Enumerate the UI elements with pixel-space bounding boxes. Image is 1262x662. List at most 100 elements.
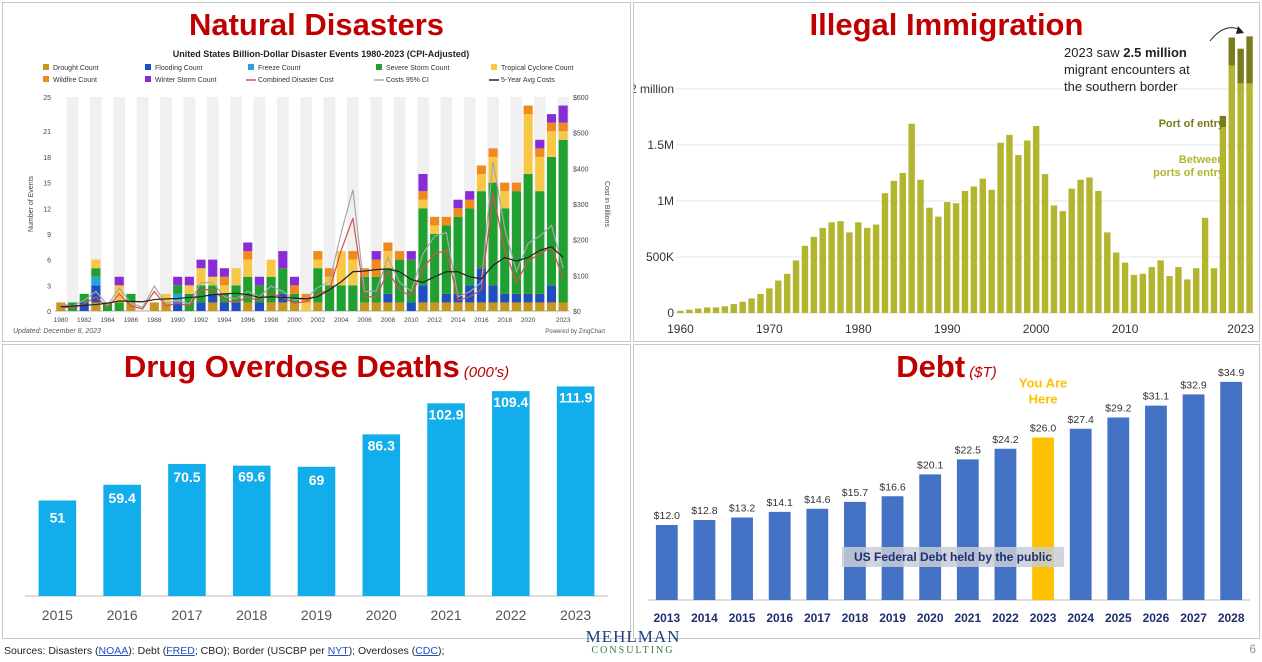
bar-segment-tropical-cyclone-count bbox=[243, 259, 253, 277]
bar-between-ports bbox=[677, 310, 684, 313]
nyt-link[interactable]: NYT bbox=[327, 645, 349, 657]
bar-segment-wildfire-count bbox=[558, 122, 568, 132]
debt-value-label: $24.2 bbox=[992, 434, 1018, 446]
debt-value-label: $26.0 bbox=[1030, 423, 1056, 435]
bar-between-ports bbox=[944, 202, 951, 313]
you-are-here-line2: Here bbox=[1029, 392, 1058, 407]
x-tick: 2016 bbox=[107, 607, 138, 623]
overdose-bar bbox=[297, 466, 336, 596]
bar-between-ports bbox=[695, 308, 702, 313]
x-tick: 1982 bbox=[77, 317, 92, 324]
bar-between-ports bbox=[757, 293, 764, 313]
bar-segment-tropical-cyclone-count bbox=[184, 285, 194, 294]
x-tick: 2010 bbox=[404, 317, 419, 324]
bar-segment-flooding-count bbox=[535, 293, 545, 303]
bar-segment-winter-storm-count bbox=[289, 276, 300, 286]
debt-bar bbox=[693, 520, 716, 600]
y-tick: 18 bbox=[43, 155, 51, 162]
debt-value-label: $16.6 bbox=[879, 481, 905, 493]
bar-between-ports bbox=[872, 224, 880, 313]
grid-stripe bbox=[300, 97, 312, 311]
bar-between-ports bbox=[863, 227, 871, 313]
bar-between-ports bbox=[810, 236, 818, 313]
bar-segment-wildfire-count bbox=[500, 182, 510, 192]
y2-tick: $300 bbox=[573, 202, 589, 209]
bar-segment-drought-count bbox=[243, 302, 253, 311]
debt-bar bbox=[1107, 417, 1130, 600]
bar-segment-severe-storm-count bbox=[465, 208, 475, 286]
bar-between-ports bbox=[855, 222, 862, 313]
overdose-value-label: 59.4 bbox=[109, 490, 136, 506]
x-tick: 1984 bbox=[100, 317, 115, 324]
legend-swatch-6 bbox=[145, 76, 151, 82]
bar-segment-flooding-count bbox=[406, 302, 416, 311]
x-tick: 1994 bbox=[217, 317, 232, 324]
bar-segment-winter-storm-count bbox=[114, 276, 124, 286]
bar-segment-flooding-count bbox=[91, 285, 101, 303]
legend-swatch-1 bbox=[145, 64, 151, 70]
bar-between-ports bbox=[1041, 174, 1049, 313]
bar-between-ports bbox=[703, 307, 711, 313]
bar-port-of-entry bbox=[1228, 37, 1235, 66]
debt-bar bbox=[731, 517, 753, 600]
y2-tick: $400 bbox=[573, 166, 589, 173]
bar-segment-winter-storm-count bbox=[406, 251, 416, 260]
x-tick: 2023 bbox=[556, 317, 571, 324]
bar-segment-flooding-count bbox=[254, 302, 264, 311]
bar-segment-winter-storm-count bbox=[219, 268, 229, 277]
x-tick: 2015 bbox=[42, 607, 73, 623]
bar-segment-drought-count bbox=[360, 302, 370, 311]
bar-segment-wildfire-count bbox=[535, 148, 545, 157]
overdose-bar bbox=[362, 434, 401, 596]
bar-segment-winter-storm-count bbox=[465, 191, 475, 200]
bar-between-ports bbox=[952, 203, 960, 313]
bar-between-ports bbox=[979, 178, 986, 313]
bar-segment-tropical-cyclone-count bbox=[476, 174, 486, 192]
bar-port-of-entry bbox=[1219, 115, 1227, 128]
bar-between-ports bbox=[1024, 140, 1031, 313]
bar-segment-tropical-cyclone-count bbox=[91, 259, 101, 269]
x-tick: 2012 bbox=[427, 317, 442, 324]
bar-segment-severe-storm-count bbox=[523, 174, 533, 294]
noaa-link[interactable]: NOAA bbox=[98, 645, 129, 657]
legend-label-9: 5-Year Avg Costs bbox=[501, 77, 555, 84]
debt-subtitle: ($T) bbox=[969, 364, 997, 381]
bar-segment-winter-storm-count bbox=[546, 114, 557, 123]
bar-between-ports bbox=[988, 189, 995, 313]
debt-bar-current bbox=[1032, 437, 1054, 600]
bar-between-ports bbox=[1139, 273, 1147, 313]
y-axis-label: Number of Events bbox=[28, 175, 35, 232]
bar-segment-freeze-count bbox=[91, 276, 101, 286]
x-tick: 2016 bbox=[766, 611, 793, 625]
bar-segment-severe-storm-count bbox=[266, 276, 276, 303]
bar-between-ports bbox=[1095, 190, 1102, 313]
x-tick: 1986 bbox=[124, 317, 139, 324]
bar-between-ports bbox=[917, 179, 924, 313]
immigration-title: Illegal Immigration bbox=[809, 7, 1084, 42]
bar-segment-winter-storm-count bbox=[453, 199, 463, 209]
immigration-panel: Illegal Immigration 0 500K 1M 1.5M 2 million… bbox=[633, 2, 1260, 342]
label-between-1: Between bbox=[1179, 154, 1225, 166]
bar-segment-severe-storm-count bbox=[511, 191, 521, 294]
bar-segment-drought-count bbox=[441, 302, 451, 311]
x-tick: 2002 bbox=[311, 317, 326, 324]
annotation-line1: 2023 saw 2.5 million bbox=[1064, 45, 1187, 60]
bar-segment-tropical-cyclone-count bbox=[383, 251, 393, 269]
bar-segment-wildfire-count bbox=[395, 251, 405, 260]
bar-segment-severe-storm-count bbox=[406, 259, 416, 303]
debt-title: Debt ($T) bbox=[634, 349, 1259, 385]
legend-label-0: Drought Count bbox=[53, 65, 99, 72]
bar-between-ports bbox=[712, 307, 720, 313]
bar-between-ports bbox=[828, 222, 835, 313]
x-tick: 2016 bbox=[474, 317, 489, 324]
bar-segment-winter-storm-count bbox=[243, 242, 253, 252]
x-tick: 2021 bbox=[954, 611, 981, 625]
fred-link[interactable]: FRED bbox=[166, 645, 195, 657]
bar-segment-drought-count bbox=[91, 302, 101, 311]
bar-between-ports bbox=[1068, 188, 1075, 313]
cdc-link[interactable]: CDC bbox=[415, 645, 438, 657]
bar-between-ports bbox=[1184, 279, 1191, 313]
debt-value-label: $14.1 bbox=[767, 497, 793, 509]
x-tick: 2023 bbox=[560, 607, 591, 623]
bar-segment-wildfire-count bbox=[289, 285, 300, 294]
